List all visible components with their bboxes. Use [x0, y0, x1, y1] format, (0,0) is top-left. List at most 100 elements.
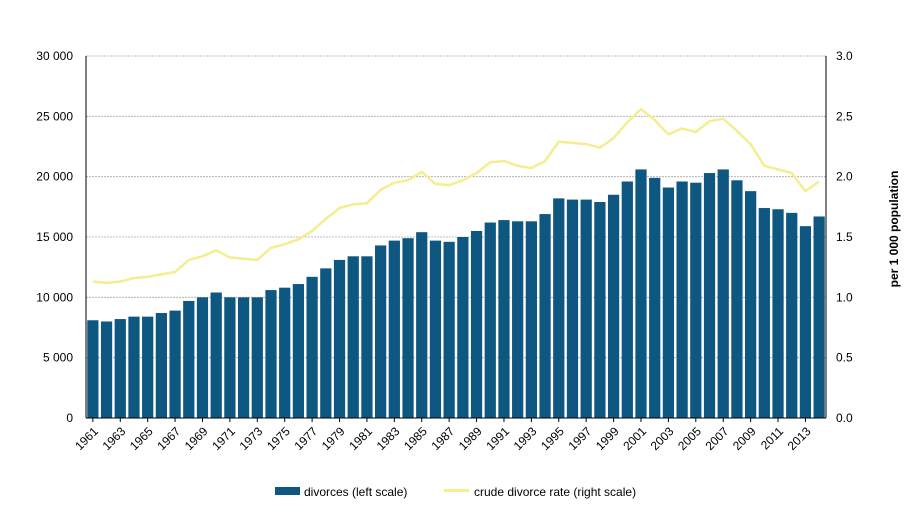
bar-2012 — [786, 212, 798, 418]
bar-2014 — [813, 216, 825, 418]
bar-1983 — [388, 240, 400, 418]
bar-1967 — [169, 310, 181, 418]
bar-1986 — [429, 240, 442, 418]
bar-1968 — [183, 300, 195, 418]
bar-series — [87, 169, 825, 418]
right-tick-label: 1.5 — [836, 230, 853, 244]
bar-1972 — [237, 297, 250, 418]
bar-1994 — [539, 214, 551, 418]
left-tick-label: 20 000 — [36, 170, 73, 184]
bar-1975 — [279, 287, 291, 418]
legend: divorces (left scale) crude divorce rate… — [275, 485, 636, 499]
bar-1974 — [265, 290, 277, 418]
bar-1984 — [402, 238, 414, 418]
x-tick-label: 1985 — [401, 424, 430, 453]
bar-1998 — [594, 202, 606, 418]
bar-2011 — [772, 209, 784, 418]
x-tick-label: 1979 — [319, 424, 348, 453]
x-tick-label: 2003 — [648, 424, 677, 453]
x-tick-label: 1987 — [428, 424, 457, 453]
bar-1988 — [457, 237, 469, 418]
bar-2003 — [662, 187, 675, 418]
x-tick-label: 1975 — [264, 424, 293, 453]
left-tick-label: 30 000 — [36, 49, 73, 63]
bar-2000 — [621, 181, 633, 418]
bar-1961 — [87, 320, 99, 418]
legend-label-divorce-rate: crude divorce rate (right scale) — [474, 485, 636, 499]
gridlines — [86, 55, 826, 359]
bar-1969 — [196, 297, 209, 418]
bar-1976 — [292, 284, 305, 418]
x-axis-ticks: 1961196319651967196919711973197519771979… — [72, 418, 814, 453]
bar-1963 — [114, 319, 126, 418]
bar-2004 — [676, 181, 688, 418]
bar-1970 — [210, 292, 222, 418]
left-axis-ticks: 30 000 25 000 20 000 15 000 10 000 5 000 0 — [36, 49, 73, 425]
axes — [85, 56, 827, 419]
x-tick-label: 1999 — [593, 424, 622, 453]
legend-label-divorces: divorces (left scale) — [304, 485, 407, 499]
right-axis-title: per 1 000 population — [887, 171, 901, 288]
bar-1982 — [375, 245, 387, 418]
line-series — [92, 107, 820, 285]
x-tick-label: 1993 — [511, 424, 540, 453]
right-tick-label: 2.0 — [836, 170, 853, 184]
x-tick-label: 2005 — [675, 424, 704, 453]
bar-1992 — [512, 221, 524, 418]
left-tick-label: 5 000 — [43, 351, 73, 365]
divorce-rate-line — [92, 107, 820, 285]
bar-1987 — [443, 241, 455, 418]
left-tick-label: 0 — [66, 411, 73, 425]
right-axis-ticks: 3.0 2.5 2.0 1.5 1.0 0.5 0.0 — [836, 49, 853, 425]
x-tick-label: 1977 — [291, 424, 320, 453]
bar-2006 — [703, 173, 716, 418]
bar-2007 — [717, 169, 729, 418]
bar-1965 — [142, 316, 154, 418]
bar-2013 — [799, 226, 812, 418]
bar-1995 — [553, 198, 565, 418]
bar-1989 — [470, 230, 483, 418]
bar-2009 — [745, 191, 757, 418]
bar-1997 — [580, 199, 592, 418]
left-tick-label: 15 000 — [36, 230, 73, 244]
bar-2002 — [649, 177, 661, 418]
bar-1962 — [100, 321, 113, 418]
x-tick-label: 1965 — [127, 424, 156, 453]
right-tick-label: 3.0 — [836, 49, 853, 63]
bar-1990 — [484, 222, 496, 418]
x-tick-label: 1969 — [182, 424, 211, 453]
legend-swatch-divorce-rate — [444, 489, 469, 492]
bar-1980 — [347, 256, 359, 418]
x-tick-label: 1971 — [209, 424, 238, 453]
bar-1977 — [306, 276, 318, 418]
x-tick-label: 1983 — [374, 424, 403, 453]
x-tick-label: 1991 — [483, 424, 512, 453]
bar-1964 — [128, 316, 140, 418]
bar-2005 — [690, 182, 702, 418]
bar-1985 — [416, 232, 428, 418]
bar-1971 — [224, 297, 236, 418]
bar-1979 — [333, 259, 346, 418]
x-tick-label: 1981 — [346, 424, 375, 453]
bar-1973 — [251, 297, 263, 418]
x-tick-label: 1973 — [237, 424, 266, 453]
right-tick-label: 1.0 — [836, 290, 853, 304]
x-tick-label: 1961 — [72, 424, 101, 453]
x-tick-label: 2011 — [758, 424, 786, 452]
x-tick-label: 1997 — [566, 424, 595, 453]
left-tick-label: 25 000 — [36, 109, 73, 123]
x-tick-label: 2001 — [620, 424, 649, 453]
x-tick-label: 1967 — [154, 424, 183, 453]
left-tick-label: 10 000 — [36, 290, 73, 304]
bar-1966 — [155, 313, 167, 418]
bar-1981 — [361, 256, 373, 418]
x-tick-label: 2009 — [730, 424, 759, 453]
right-tick-label: 2.5 — [836, 109, 853, 123]
bar-2008 — [731, 180, 743, 418]
bar-1999 — [607, 194, 620, 418]
bar-1993 — [525, 221, 537, 418]
right-tick-label: 0.0 — [836, 411, 853, 425]
x-tick-label: 1989 — [456, 424, 485, 453]
bar-1996 — [566, 199, 579, 418]
